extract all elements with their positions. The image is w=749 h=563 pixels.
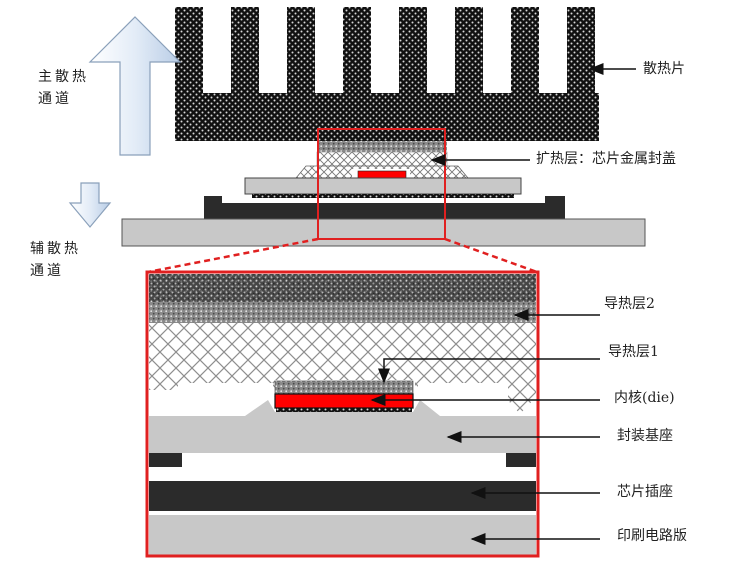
aux-path-label: 辅散热通道 [30,241,81,279]
zoom-panel [145,270,540,558]
tim2-small [317,141,447,152]
die [274,393,414,409]
tim1-pointer [378,358,600,384]
heatsink-fin [511,7,539,97]
substrate [149,400,536,453]
tim1-layer [274,380,414,395]
socket-pin-right [506,453,536,467]
heatsink-fin [455,7,483,97]
die-small [357,170,407,179]
heatsink-fin [175,7,203,97]
socket-pin-left [149,453,182,467]
socket-label: 芯片插座 [617,484,673,500]
zoom-highlight-box [317,128,446,240]
socket-small [204,196,565,219]
spreader-label: 扩热层：芯片金属封盖 [536,151,676,167]
tim1-label: 导热层1 [608,344,659,360]
pcb-small [121,218,646,247]
aux-path-arrow [68,182,112,228]
socket [149,481,536,511]
heatsink-label: 散热片 [643,61,685,77]
heatsink-fin [343,7,371,97]
heatsink-fin [567,7,595,97]
zoom-frame [145,270,540,558]
die-label: 内核(die) [614,390,675,406]
heatsink-fin [231,7,259,97]
pcb-label: 印刷电路版 [617,528,687,544]
heatsink-base [175,93,599,141]
spreader-small [295,151,469,179]
zoom-connector-left [147,237,319,274]
heatsink-fin [399,7,427,97]
substrate-small [244,177,522,195]
zoom-connector-right [444,237,538,274]
pcb [149,515,536,555]
main-path-label: 主散热通道 [38,69,89,107]
die-bumps [276,408,412,412]
solder-balls-small [252,194,514,198]
main-path-arrow [88,16,182,156]
tim2-label: 导热层2 [604,296,655,312]
heatsink-fin [287,7,315,97]
heatsink [175,7,599,141]
substrate-label: 封装基座 [617,428,673,444]
